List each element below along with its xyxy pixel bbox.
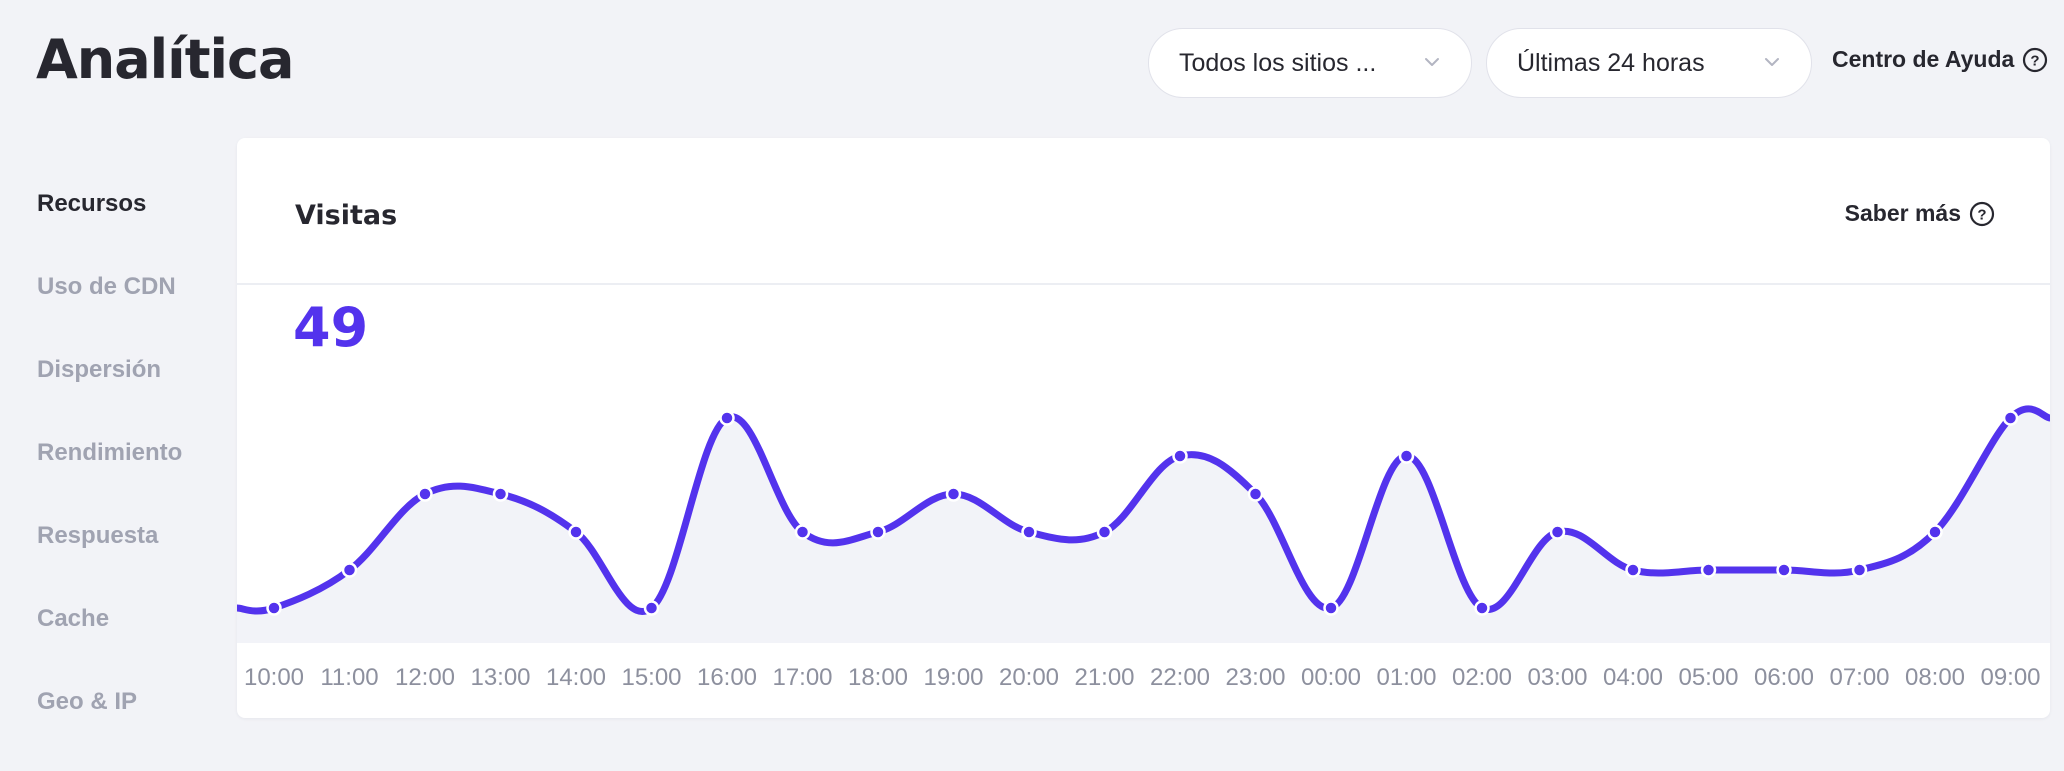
visits-chart: 10:00 11:00 12:00 13:00 14:00 15:00 16:00 17:00… xyxy=(237,405,2050,691)
sites-select-value: Todos los sitios ... xyxy=(1179,48,1377,77)
x-tick-label: 18:00 xyxy=(848,664,908,691)
x-tick-label: 08:00 xyxy=(1905,664,1965,691)
sidebar-item-geo-ip[interactable]: Geo & IP xyxy=(37,688,138,715)
data-point[interactable] xyxy=(643,600,660,616)
help-center-link[interactable]: Centro de Ayuda ? xyxy=(1832,46,2048,73)
time-range-select[interactable]: Últimas 24 horas xyxy=(1486,28,1812,98)
data-point[interactable] xyxy=(1700,562,1717,578)
learn-more-link[interactable]: Saber más ? xyxy=(1845,200,1995,227)
x-tick-label: 19:00 xyxy=(923,664,983,691)
data-point[interactable] xyxy=(1625,562,1641,578)
x-tick-label: 09:00 xyxy=(1980,664,2040,691)
question-circle-icon: ? xyxy=(1969,201,1995,226)
data-point[interactable] xyxy=(341,562,358,578)
x-tick-label: 14:00 xyxy=(546,664,606,691)
learn-more-label: Saber más xyxy=(1844,200,1961,226)
data-point[interactable] xyxy=(1096,524,1113,540)
data-point[interactable] xyxy=(1474,600,1490,616)
card-header: Visitas Saber más ? xyxy=(237,138,2050,285)
data-point[interactable] xyxy=(1398,448,1415,464)
svg-text:?: ? xyxy=(1977,206,1986,223)
data-point[interactable] xyxy=(266,600,282,616)
x-tick-label: 11:00 xyxy=(320,664,378,691)
x-tick-label: 02:00 xyxy=(1452,664,1512,691)
x-tick-label: 01:00 xyxy=(1376,664,1436,691)
data-point[interactable] xyxy=(719,410,735,426)
x-tick-label: 03:00 xyxy=(1527,664,1587,691)
card-title: Visitas xyxy=(295,200,398,231)
sidebar-item-dispersion[interactable]: Dispersión xyxy=(37,356,162,383)
chart-area-fill xyxy=(237,408,2050,643)
x-tick-label: 17:00 xyxy=(772,664,832,691)
x-tick-label: 05:00 xyxy=(1678,664,1738,691)
sidebar-item-cache[interactable]: Cache xyxy=(37,605,110,632)
x-tick-label: 00:00 xyxy=(1301,664,1361,691)
x-tick-label: 16:00 xyxy=(697,664,757,691)
data-point[interactable] xyxy=(417,486,433,502)
data-point[interactable] xyxy=(1247,486,1264,502)
data-point[interactable] xyxy=(794,524,811,540)
data-point[interactable] xyxy=(1927,524,1943,540)
page-title: Analítica xyxy=(36,28,294,91)
x-tick-label: 04:00 xyxy=(1603,664,1663,691)
x-tick-label: 22:00 xyxy=(1150,664,1210,691)
svg-text:?: ? xyxy=(2031,52,2040,69)
data-point[interactable] xyxy=(2002,410,2019,426)
x-tick-label: 06:00 xyxy=(1754,664,1814,691)
chevron-down-icon xyxy=(1765,58,1779,66)
x-tick-label: 20:00 xyxy=(999,664,1059,691)
data-point[interactable] xyxy=(1021,524,1037,540)
data-point[interactable] xyxy=(1549,524,1566,540)
data-point[interactable] xyxy=(492,486,509,502)
x-tick-label: 23:00 xyxy=(1225,664,1285,691)
sidebar-item-cdn-usage[interactable]: Uso de CDN xyxy=(37,273,176,300)
sidebar-nav: Recursos Uso de CDN Dispersión Rendimien… xyxy=(37,190,182,771)
data-point[interactable] xyxy=(1323,600,1339,616)
data-point[interactable] xyxy=(568,524,584,540)
visits-total: 49 xyxy=(293,296,369,359)
data-point[interactable] xyxy=(1851,562,1868,578)
x-tick-label: 21:00 xyxy=(1074,664,1134,691)
x-tick-label: 12:00 xyxy=(395,664,455,691)
time-range-select-value: Últimas 24 horas xyxy=(1517,48,1705,77)
x-tick-label: 13:00 xyxy=(470,664,530,691)
data-point[interactable] xyxy=(945,486,962,502)
sidebar-item-response[interactable]: Respuesta xyxy=(37,522,159,549)
sidebar-item-recursos[interactable]: Recursos xyxy=(37,190,147,217)
x-tick-label: 07:00 xyxy=(1829,664,1889,691)
x-tick-label: 15:00 xyxy=(621,664,681,691)
help-center-label: Centro de Ayuda xyxy=(1832,46,2015,72)
sidebar-item-performance[interactable]: Rendimiento xyxy=(37,439,183,466)
visits-card: Visitas Saber más ? 49 10:00 11:00 12:00 13… xyxy=(237,138,2050,718)
chevron-down-icon xyxy=(1425,58,1439,66)
data-point[interactable] xyxy=(1172,448,1188,464)
x-tick-label: 10:00 xyxy=(244,664,304,691)
data-point[interactable] xyxy=(870,524,886,540)
sites-select[interactable]: Todos los sitios ... xyxy=(1148,28,1472,98)
question-circle-icon: ? xyxy=(2023,47,2048,72)
series-line xyxy=(237,405,2050,615)
data-point[interactable] xyxy=(1776,562,1792,578)
